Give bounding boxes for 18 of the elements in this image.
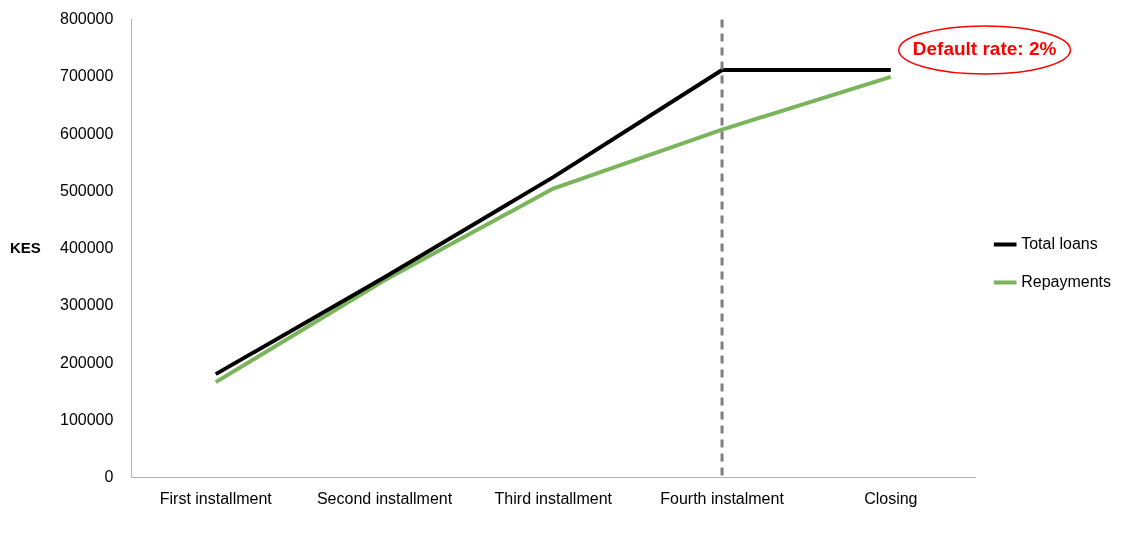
y-tick-label: 400000	[60, 239, 114, 257]
x-tick-label: Closing	[864, 489, 918, 507]
y-axis-title: KES	[10, 238, 41, 256]
y-tick-label: 700000	[60, 67, 114, 85]
y-tick-label: 300000	[60, 296, 114, 314]
x-tick-label: First installment	[159, 489, 273, 507]
y-tick-label: 200000	[60, 353, 114, 371]
legend-label: Total loans	[1021, 234, 1098, 252]
legend-label: Repayments	[1021, 272, 1112, 290]
y-tick-label: 500000	[60, 181, 114, 199]
x-tick-label: Fourth instalment	[660, 489, 785, 507]
x-tick-label: Second installment	[316, 489, 453, 507]
y-tick-label: 0	[104, 468, 114, 486]
y-tick-label: 600000	[60, 124, 114, 142]
annotation: Default rate: 2%	[912, 38, 1057, 60]
x-tick-label: Third installment	[494, 489, 613, 507]
y-tick-label: 100000	[60, 410, 114, 428]
y-tick-label: 800000	[60, 10, 114, 28]
